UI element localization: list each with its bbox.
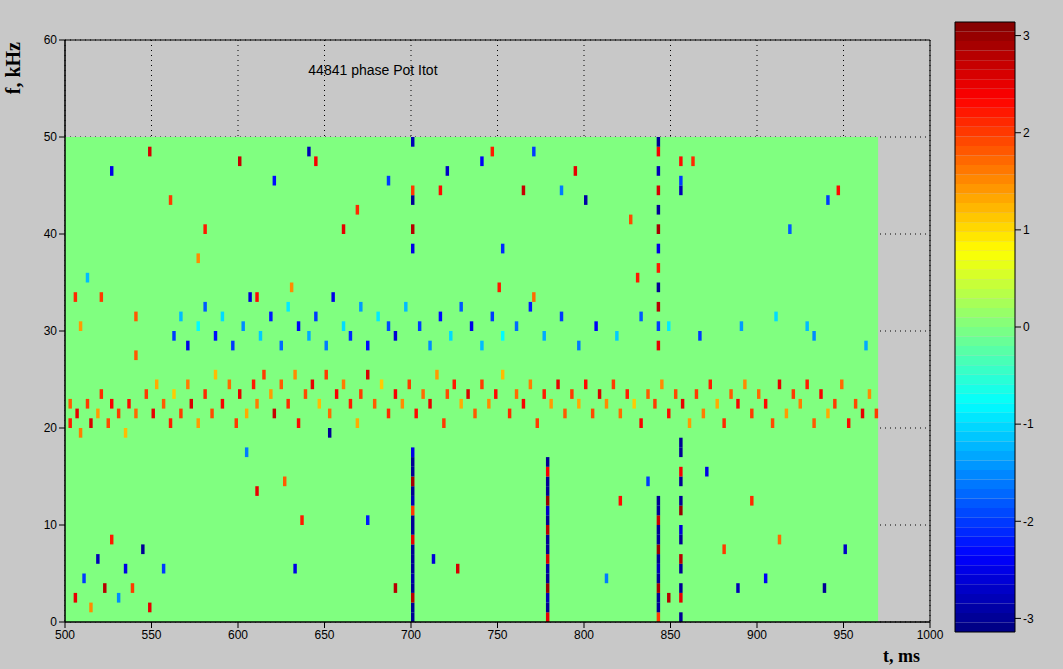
svg-text:950: 950 xyxy=(833,628,853,642)
svg-text:750: 750 xyxy=(487,628,507,642)
svg-text:50: 50 xyxy=(44,130,58,144)
svg-text:0: 0 xyxy=(1023,320,1030,334)
svg-text:600: 600 xyxy=(228,628,248,642)
svg-text:-1: -1 xyxy=(1023,417,1034,431)
svg-text:40: 40 xyxy=(44,227,58,241)
svg-text:1: 1 xyxy=(1023,223,1030,237)
html-text:f, kHz: f, kHz xyxy=(2,42,24,95)
svg-text:800: 800 xyxy=(574,628,594,642)
svg-text:30: 30 xyxy=(44,324,58,338)
svg-text:700: 700 xyxy=(401,628,421,642)
svg-text:2: 2 xyxy=(1023,126,1030,140)
svg-text:-3: -3 xyxy=(1023,612,1034,626)
svg-text:550: 550 xyxy=(141,628,161,642)
svg-text:0: 0 xyxy=(50,615,57,629)
html-text:t, ms: t, ms xyxy=(883,646,920,666)
html-text:44841 phase Pot Itot: 44841 phase Pot Itot xyxy=(308,62,438,78)
svg-text:3: 3 xyxy=(1023,29,1030,43)
svg-text:500: 500 xyxy=(55,628,75,642)
svg-text:-2: -2 xyxy=(1023,515,1034,529)
svg-text:850: 850 xyxy=(660,628,680,642)
svg-text:1000: 1000 xyxy=(917,628,944,642)
svg-text:10: 10 xyxy=(44,518,58,532)
svg-text:900: 900 xyxy=(747,628,767,642)
svg-text:60: 60 xyxy=(44,33,58,47)
svg-text:650: 650 xyxy=(314,628,334,642)
svg-text:20: 20 xyxy=(44,421,58,435)
